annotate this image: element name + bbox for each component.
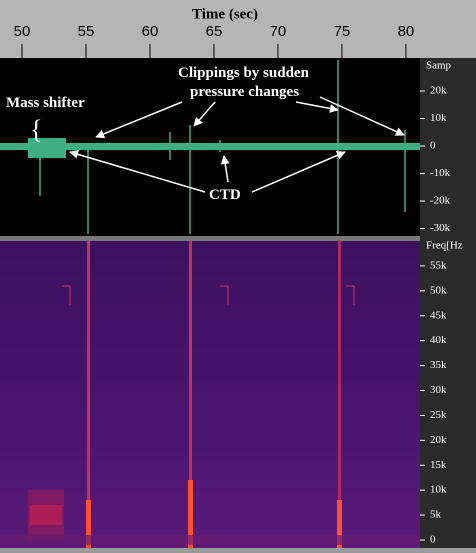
x-tick-label: 55 <box>78 23 95 40</box>
y-tick-label: 30k <box>430 384 447 396</box>
y-tick-label: -30k <box>430 222 451 234</box>
annotation: pressure changes <box>190 84 299 100</box>
x-tick-label: 75 <box>334 23 351 40</box>
annotation: Clippings by sudden <box>178 65 310 81</box>
y-tick-label: 35k <box>430 359 447 371</box>
y-tick-label: 45k <box>430 309 447 321</box>
right-ruler <box>420 58 476 548</box>
divider <box>0 236 420 241</box>
y-tick-label: 0 <box>430 534 436 546</box>
y-tick-label: 10k <box>430 484 447 496</box>
x-tick-label: 50 <box>14 23 31 40</box>
y-tick-label: 15k <box>430 459 447 471</box>
y-tick-label: 20k <box>430 85 447 97</box>
x-tick-label: 80 <box>398 23 415 40</box>
y-tick-label: 20k <box>430 434 447 446</box>
x-tick-label: 60 <box>142 23 159 40</box>
screenshot: Time (sec) Mass shifter { Clippings by s… <box>0 0 476 553</box>
y-tick-label: 25k <box>430 409 447 421</box>
y-tick-label: 10k <box>430 112 447 124</box>
y-tick-label: -20k <box>430 195 451 207</box>
y-tick-label: 55k <box>430 259 447 271</box>
x-tick-label: 70 <box>270 23 287 40</box>
y-tick-label: 50k <box>430 284 447 296</box>
annotation: Mass shifter <box>6 95 85 111</box>
brace: { <box>30 115 42 144</box>
scrollbar <box>0 548 476 553</box>
axis-title: Freq[Hz <box>426 240 463 252</box>
axis-title: Samp <box>426 60 452 72</box>
mass-shifter-noise <box>30 505 62 525</box>
time-title: Time (sec) <box>192 6 258 22</box>
y-tick-label: -10k <box>430 167 451 179</box>
y-tick-label: 0 <box>430 140 436 152</box>
y-tick-label: 40k <box>430 334 447 346</box>
low-band <box>0 535 420 545</box>
x-tick-label: 65 <box>206 23 223 40</box>
y-tick-label: 5k <box>430 509 442 521</box>
annotation: CTD <box>209 187 241 203</box>
